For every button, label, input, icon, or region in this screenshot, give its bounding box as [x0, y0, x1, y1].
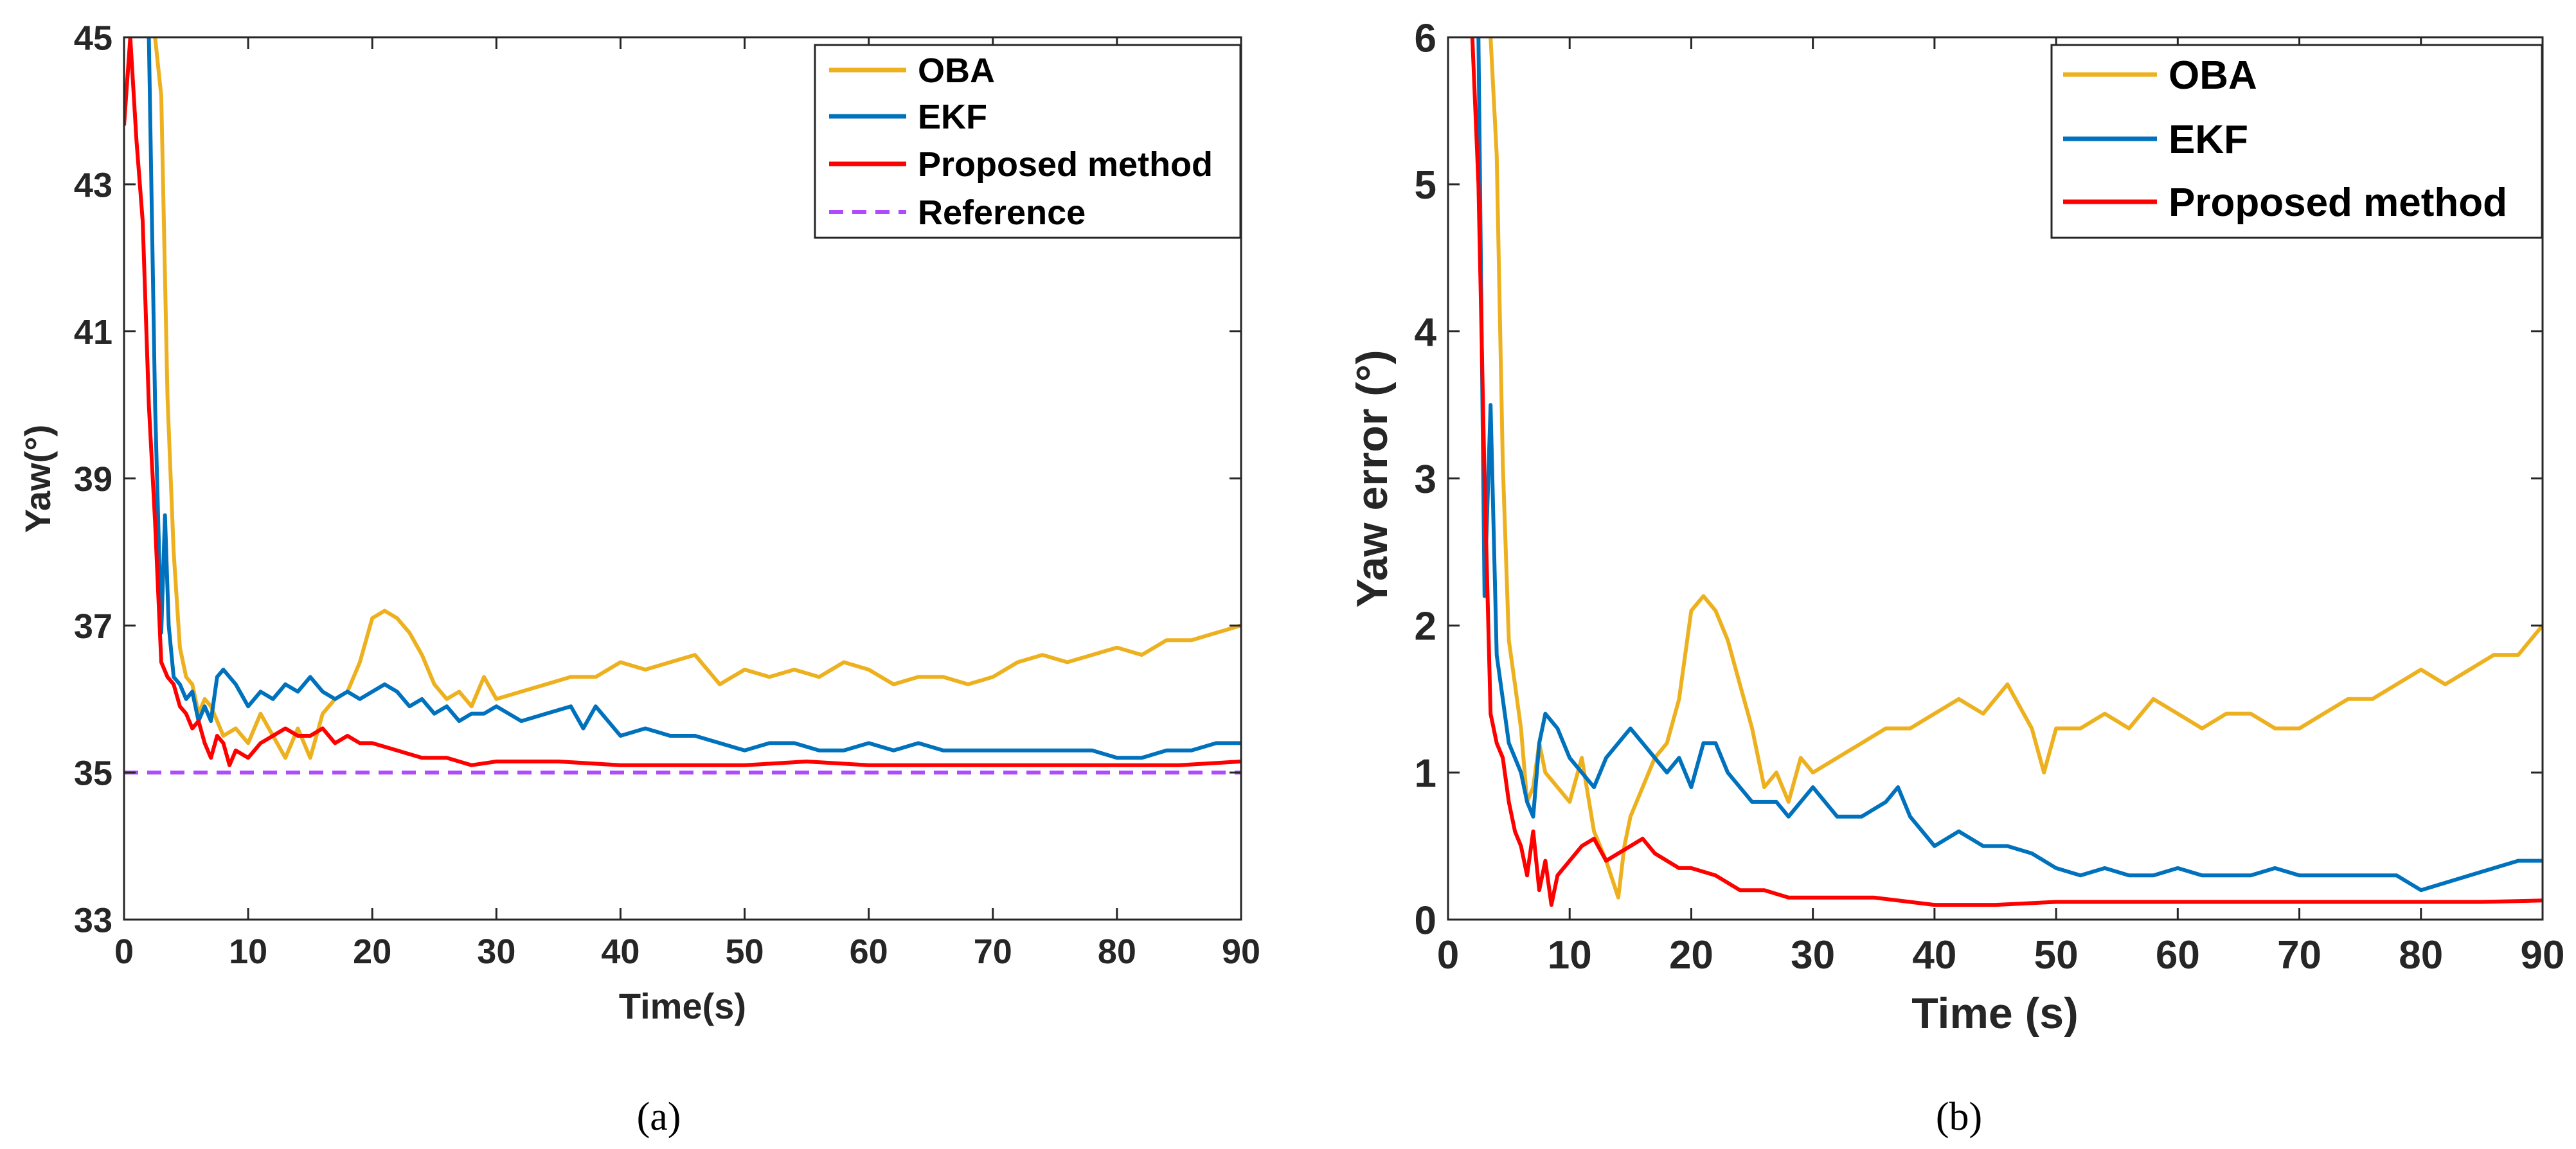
- panel-a-ytick-label: 43: [74, 166, 112, 204]
- panel-a-caption: (a): [637, 1095, 681, 1139]
- panel-a-ytick-label: 37: [74, 607, 112, 646]
- panel-b-xtick-label: 30: [1791, 933, 1835, 977]
- panel-a-ytick-label: 33: [74, 901, 112, 940]
- panel-a-xtick-label: 90: [1222, 932, 1260, 971]
- legend-label-oba: OBA: [2169, 53, 2257, 98]
- panel-b-ytick-label: 5: [1415, 163, 1436, 208]
- panel-a-series-proposed-method: [124, 37, 1241, 767]
- panel-a-series-oba: [153, 37, 1241, 760]
- panel-a-ytick-label: 41: [74, 313, 112, 352]
- panel-b-ytick-label: 1: [1415, 751, 1436, 796]
- panel-a: 0 10 20 30 40 50 60 70 80 90 33 35 37 39 41 43 45 Time(s…: [17, 19, 1260, 1139]
- panel-b-series-proposed-method: [1470, 37, 2543, 907]
- panel-a-xtick-label: 80: [1098, 932, 1136, 971]
- panel-b-ytick-label: 2: [1415, 605, 1436, 649]
- panel-a-xtick-label: 60: [850, 932, 888, 971]
- panel-b-caption: (b): [1936, 1095, 1982, 1139]
- panel-a-ytick-label: 39: [74, 460, 112, 499]
- panel-a-plot-clip: [124, 37, 1241, 775]
- panel-a-xtick-label: 40: [601, 932, 640, 971]
- panel-b-ticks: 0 10 20 30 40 50 60 70 80 90 0 1 2 3 4 5 6: [1415, 16, 2565, 977]
- legend-label-proposed: Proposed method: [2169, 181, 2507, 225]
- panel-a-xtick-label: 20: [353, 932, 391, 971]
- panel-b-xtick-label: 20: [1669, 933, 1713, 977]
- panel-b-xtick-label: 70: [2277, 933, 2321, 977]
- panel-b-ytick-label: 6: [1415, 16, 1436, 60]
- legend-label-ekf: EKF: [918, 98, 987, 136]
- legend-label-ekf: EKF: [2169, 118, 2248, 162]
- panel-b-legend-box: [2050, 44, 2543, 239]
- panel-b-ylabel: Yaw error (°): [1348, 350, 1397, 607]
- panel-a-ytick-label: 45: [74, 19, 112, 57]
- panel-a-xtick-label: 70: [974, 932, 1012, 971]
- legend-label-reference: Reference: [918, 193, 1086, 232]
- panel-b-series-ekf: [1476, 37, 2543, 893]
- panel-a-xlabel: Time(s): [619, 986, 746, 1026]
- panel-b-xtick-label: 10: [1548, 933, 1592, 977]
- panel-a-ylabel: Yaw(°): [17, 425, 58, 533]
- panel-b-xtick-label: 90: [2521, 933, 2565, 977]
- panel-b-ytick-label: 3: [1415, 458, 1436, 502]
- panel-b-xtick-label: 80: [2399, 933, 2443, 977]
- panel-b-ytick-label: 4: [1415, 310, 1437, 355]
- panel-b-series-oba: [1489, 37, 2543, 900]
- panel-b-xtick-label: 50: [2034, 933, 2079, 977]
- panel-b-series: [1470, 37, 2543, 907]
- panel-b-xtick-label: 0: [1437, 933, 1459, 977]
- panel-a-ticks: 0 10 20 30 40 50 60 70 80 90 33 35 37 39 41 43 45: [74, 19, 1260, 971]
- panel-b-xtick-label: 60: [2156, 933, 2200, 977]
- panel-a-series-ekf: [147, 37, 1241, 760]
- panel-a-ytick-label: 35: [74, 754, 112, 793]
- panel-a-xtick-label: 30: [477, 932, 515, 971]
- panel-a-xtick-label: 50: [726, 932, 764, 971]
- panel-b-legend: OBA EKF Proposed method: [2050, 44, 2543, 239]
- panel-a-xtick-label: 10: [229, 932, 267, 971]
- panel-b-xlabel: Time (s): [1911, 989, 2078, 1038]
- panel-b-ytick-label: 0: [1415, 898, 1436, 943]
- panel-a-xtick-label: 0: [114, 932, 134, 971]
- legend-label-oba: OBA: [918, 51, 995, 90]
- panel-a-legend: OBA EKF Proposed method Reference: [814, 44, 1242, 239]
- legend-label-proposed: Proposed method: [918, 145, 1213, 184]
- panel-a-legend-box: [814, 44, 1242, 239]
- panel-b: 0 10 20 30 40 50 60 70 80 90 0 1 2 3 4 5 6 Time (s) Yaw …: [1348, 16, 2564, 1139]
- panel-b-xtick-label: 40: [1912, 933, 1956, 977]
